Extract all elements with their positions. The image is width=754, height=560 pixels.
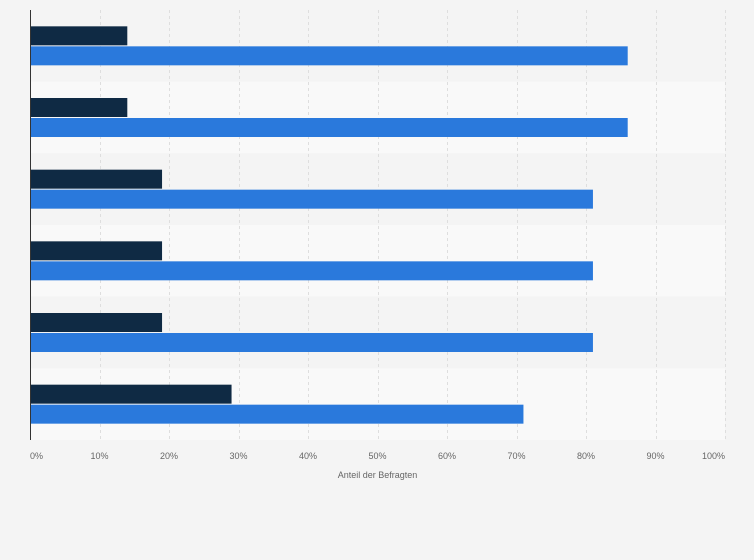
bar-series-2[interactable]	[30, 261, 593, 281]
x-tick-label: 40%	[299, 451, 317, 461]
bars	[30, 26, 628, 424]
x-tick-label: 10%	[90, 451, 108, 461]
bar-series-1[interactable]	[30, 26, 128, 46]
bar-series-2[interactable]	[30, 46, 628, 66]
x-tick-label: 90%	[646, 451, 664, 461]
bar-series-1[interactable]	[30, 313, 163, 332]
row-band	[30, 81, 725, 154]
x-tick-label: 50%	[368, 451, 386, 461]
bar-series-2[interactable]	[30, 404, 524, 424]
bar-series-1[interactable]	[30, 384, 232, 404]
x-tick-label: 70%	[507, 451, 525, 461]
x-axis-title: Anteil der Befragten	[338, 470, 418, 480]
x-tick-label: 0%	[30, 451, 43, 461]
x-tick-label: 30%	[229, 451, 247, 461]
x-tick-label: 20%	[160, 451, 178, 461]
x-tick-label: 80%	[577, 451, 595, 461]
bar-series-2[interactable]	[30, 118, 628, 137]
bar-series-1[interactable]	[30, 241, 163, 261]
row-bands	[30, 10, 725, 440]
row-band	[30, 153, 725, 225]
x-tick-label: 60%	[438, 451, 456, 461]
x-tick-label: 100%	[702, 451, 725, 461]
row-band	[30, 225, 725, 297]
x-tick-labels: 0% 10% 20% 30% 40% 50% 60% 70% 80% 90% 100%	[30, 451, 725, 461]
row-band	[30, 10, 725, 82]
bar-series-1[interactable]	[30, 169, 163, 189]
row-band	[30, 368, 725, 440]
bar-series-2[interactable]	[30, 333, 593, 352]
bar-series-1[interactable]	[30, 98, 128, 117]
row-band	[30, 296, 725, 369]
bar-series-2[interactable]	[30, 189, 593, 209]
